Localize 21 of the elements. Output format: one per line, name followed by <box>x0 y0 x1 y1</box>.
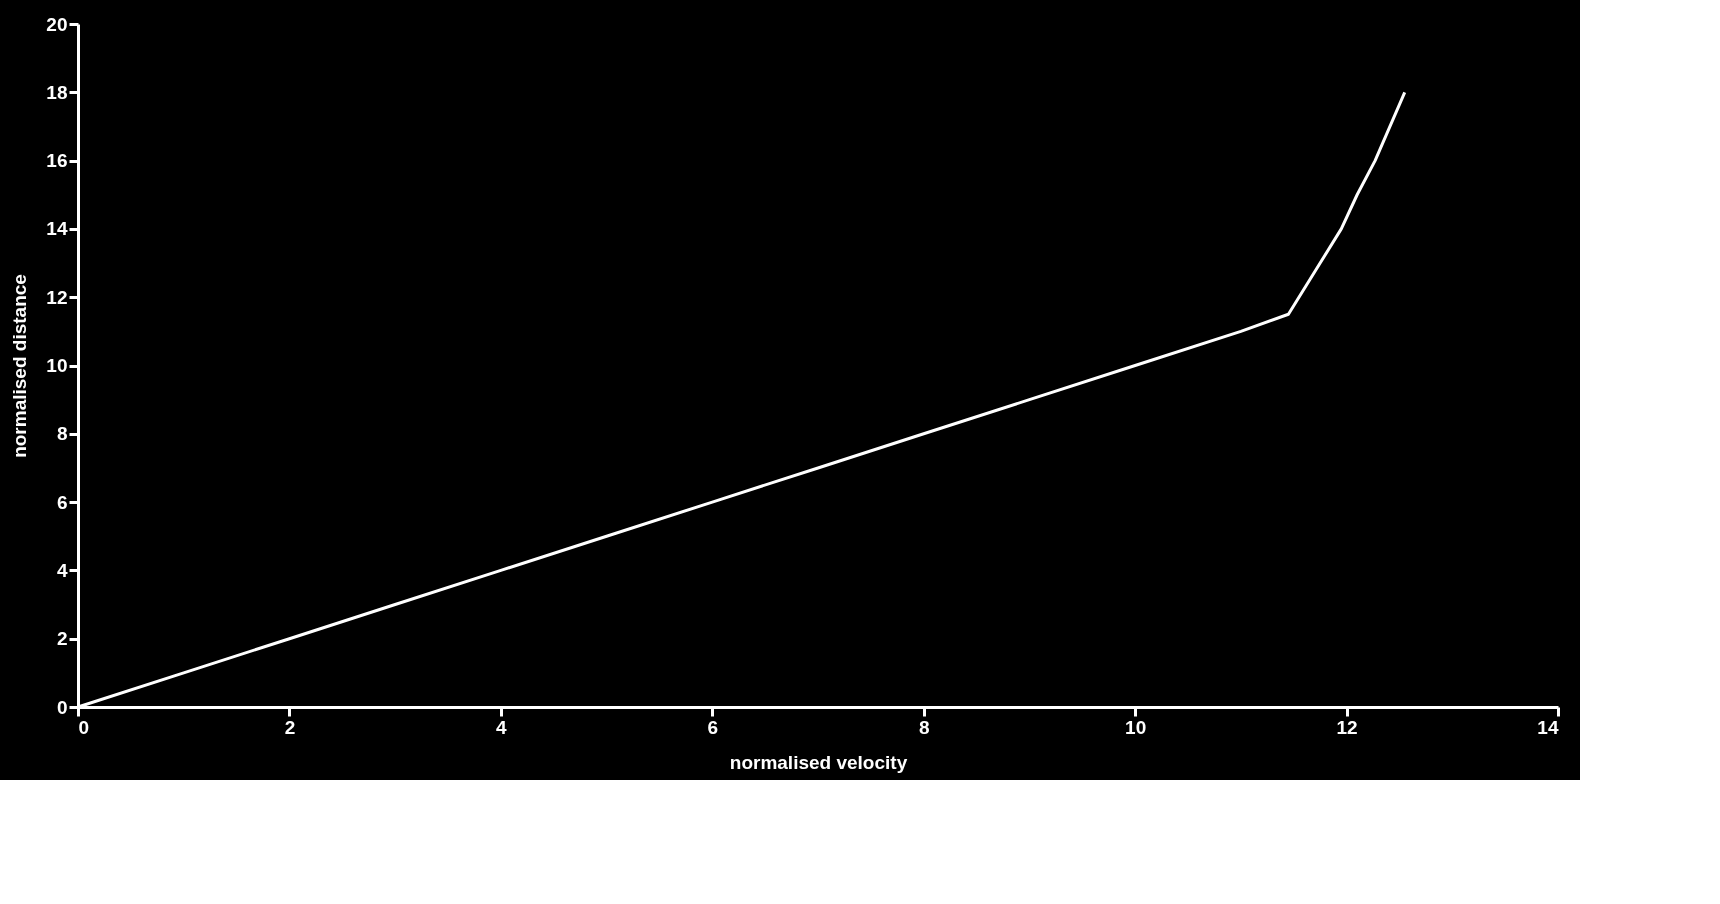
x-tick-label: 0 <box>78 716 90 738</box>
y-axis-title: normalised distance <box>9 274 31 458</box>
y-tick-label: 12 <box>46 286 68 308</box>
y-tick-label: 6 <box>56 491 68 513</box>
y-tick-label: 8 <box>56 423 68 445</box>
y-tick-label: 20 <box>46 13 68 35</box>
y-tick-label: 10 <box>46 355 68 376</box>
y-tick-label: 14 <box>46 218 68 240</box>
y-tick-label: 16 <box>46 150 68 172</box>
x-tick-label: 8 <box>918 716 930 738</box>
x-tick-label: 14 <box>1537 716 1559 738</box>
y-tick-label: 18 <box>46 81 68 103</box>
x-tick-label: 10 <box>1125 716 1147 738</box>
y-tick-label: 2 <box>56 628 68 650</box>
x-tick-label: 4 <box>496 716 508 738</box>
x-axis-title: normalised velocity <box>729 751 908 773</box>
y-tick-label: 0 <box>56 696 68 718</box>
x-tick-label: 6 <box>707 716 719 738</box>
x-tick-label: 2 <box>284 716 296 738</box>
x-tick-label: 12 <box>1336 716 1358 738</box>
y-tick-label: 4 <box>56 559 68 581</box>
